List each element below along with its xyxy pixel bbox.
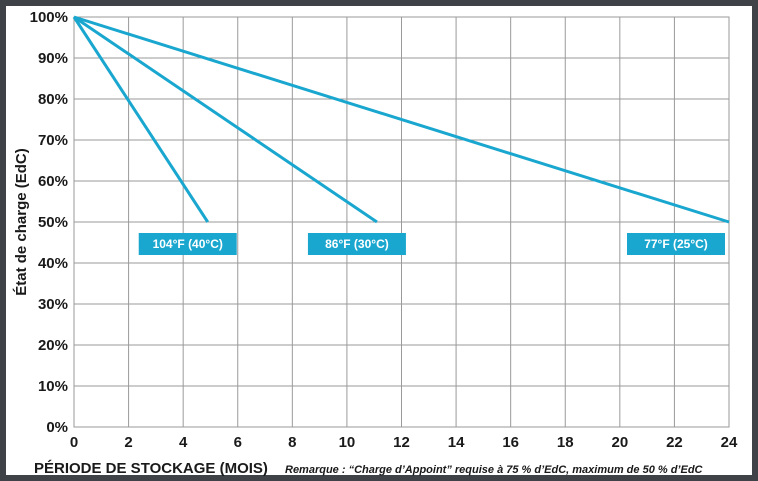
x-tick-label: 16 — [502, 434, 519, 451]
x-tick-label: 20 — [611, 434, 628, 451]
series-lines — [72, 15, 730, 224]
x-tick-label: 24 — [721, 434, 738, 451]
series-label: 104°F (40°C) — [153, 237, 223, 251]
y-tick-label: 90% — [38, 50, 68, 67]
y-tick-label: 10% — [38, 378, 68, 395]
x-tick-label: 22 — [666, 434, 683, 451]
x-tick-label: 8 — [288, 434, 296, 451]
y-axis-ticks: 0% 10% 20% 30% 40% 50% 60% 70% 80% 90% 100% — [30, 9, 68, 436]
y-tick-label: 40% — [38, 255, 68, 272]
y-tick-label: 20% — [38, 337, 68, 354]
series-label-box — [307, 233, 406, 255]
y-tick-label: 100% — [30, 9, 68, 26]
x-tick-label: 2 — [124, 434, 132, 451]
chart-note: Remarque : “Charge d’Appoint” requise à … — [285, 464, 704, 476]
series-label-box — [138, 233, 237, 255]
series-label: 86°F (30°C) — [325, 237, 389, 251]
x-axis-label: PÉRIODE DE STOCKAGE (MOIS) — [34, 460, 268, 477]
x-tick-label: 18 — [557, 434, 574, 451]
y-tick-label: 70% — [38, 132, 68, 149]
series-line — [72, 16, 209, 223]
series-labels: 104°F (40°C) 86°F (30°C) 77°F (25°C) — [138, 233, 725, 255]
x-axis-ticks: 0 2 4 6 8 10 12 14 16 18 20 22 24 — [70, 434, 738, 451]
series-line — [73, 15, 378, 224]
y-tick-label: 80% — [38, 91, 68, 108]
y-axis-label: État de charge (EdC) — [13, 148, 30, 296]
x-tick-label: 12 — [393, 434, 410, 451]
series-label-box — [627, 233, 725, 255]
y-tick-label: 50% — [38, 214, 68, 231]
y-tick-label: 60% — [38, 173, 68, 190]
x-tick-label: 10 — [339, 434, 356, 451]
x-tick-label: 4 — [179, 434, 188, 451]
x-tick-label: 14 — [448, 434, 465, 451]
series-label: 77°F (25°C) — [644, 237, 708, 251]
grid — [73, 16, 730, 428]
x-tick-label: 0 — [70, 434, 78, 451]
series-line — [73, 15, 730, 224]
x-tick-label: 6 — [234, 434, 242, 451]
y-tick-label: 30% — [38, 296, 68, 313]
y-tick-label: 0% — [46, 419, 68, 436]
